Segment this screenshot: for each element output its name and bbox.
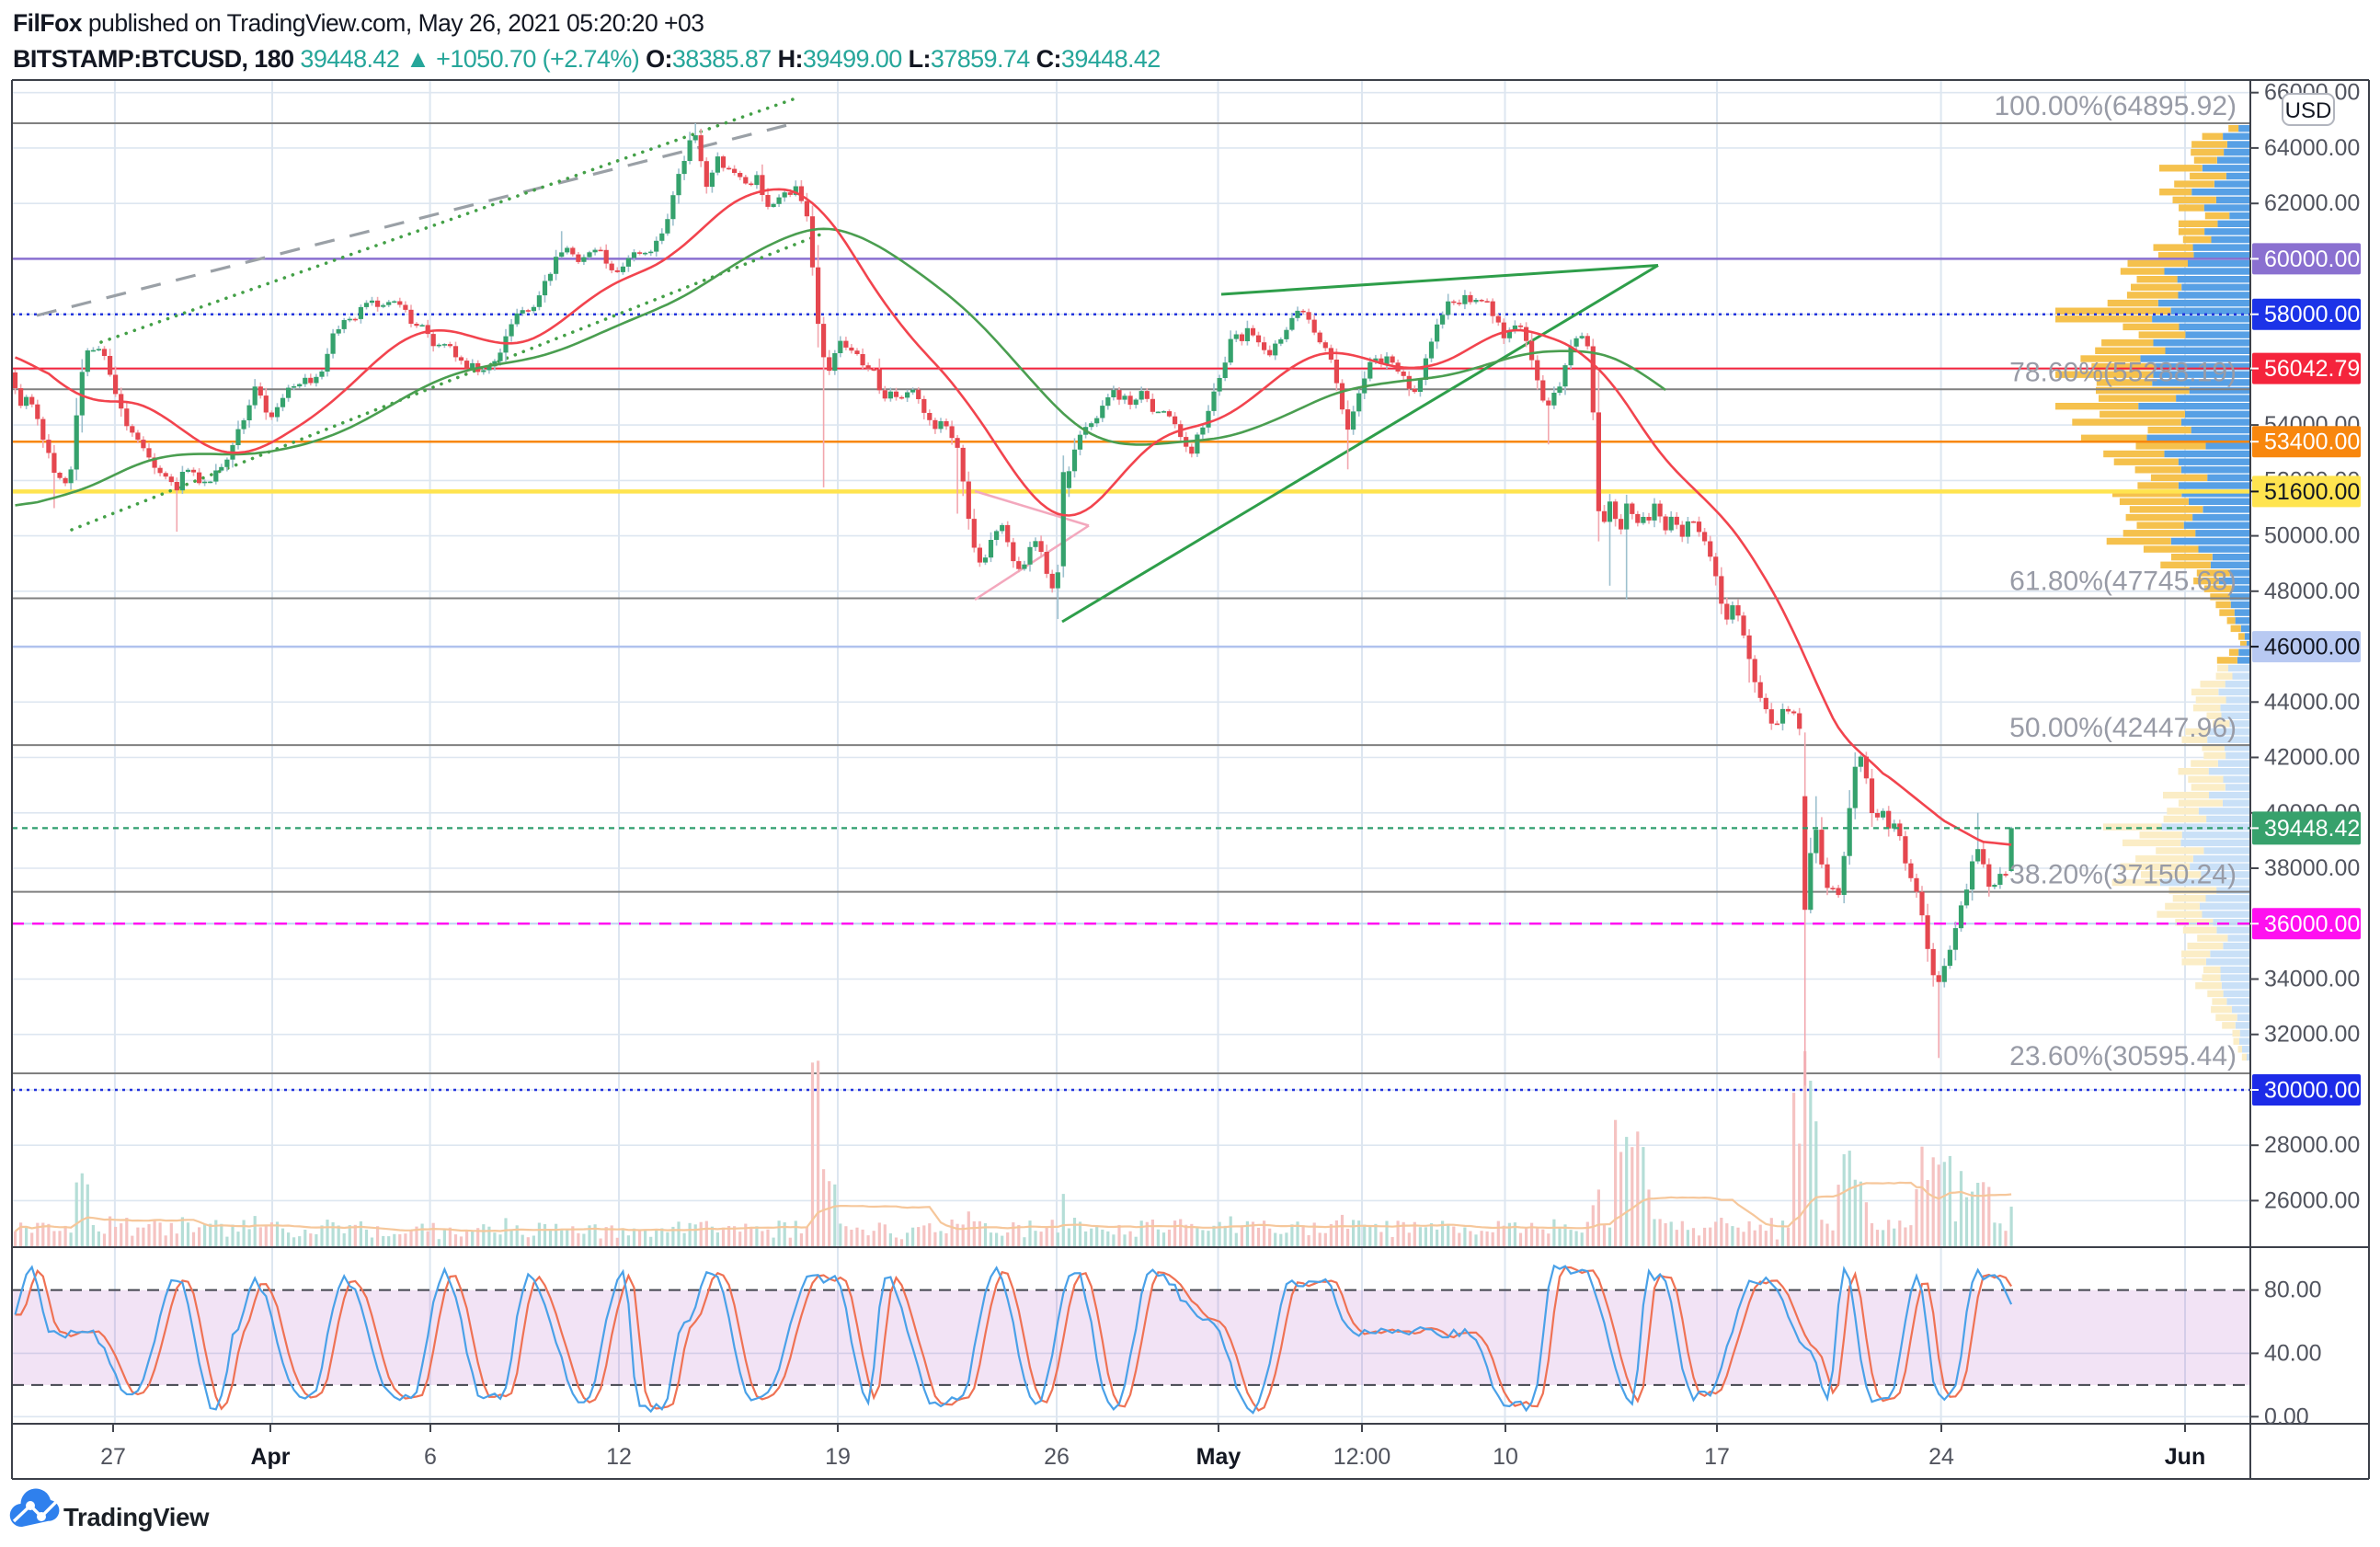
svg-text:TradingView: TradingView — [63, 1503, 210, 1531]
svg-text:6: 6 — [424, 1444, 437, 1470]
svg-text:30000.00: 30000.00 — [2264, 1078, 2360, 1104]
svg-text:USD: USD — [2285, 98, 2332, 123]
svg-text:38.20%(37150.24): 38.20%(37150.24) — [2009, 860, 2237, 890]
svg-text:50.00%(42447.96): 50.00%(42447.96) — [2009, 713, 2237, 743]
svg-text:23.60%(30595.44): 23.60%(30595.44) — [2009, 1041, 2237, 1071]
svg-text:46000.00: 46000.00 — [2264, 635, 2360, 660]
svg-text:61.80%(47745.68): 61.80%(47745.68) — [2009, 567, 2237, 597]
svg-text:78.60%(55288.19): 78.60%(55288.19) — [2009, 357, 2237, 387]
svg-text:32000.00: 32000.00 — [2264, 1022, 2360, 1048]
svg-text:26000.00: 26000.00 — [2264, 1187, 2360, 1213]
svg-text:36000.00: 36000.00 — [2264, 911, 2360, 937]
svg-text:17: 17 — [1704, 1444, 1730, 1470]
svg-text:27: 27 — [100, 1444, 126, 1470]
svg-text:48000.00: 48000.00 — [2264, 579, 2360, 604]
svg-text:May: May — [1196, 1444, 1241, 1470]
svg-text:51600.00: 51600.00 — [2264, 479, 2360, 505]
svg-text:12:00: 12:00 — [1333, 1444, 1391, 1470]
svg-text:53400.00: 53400.00 — [2264, 430, 2360, 455]
svg-text:28000.00: 28000.00 — [2264, 1132, 2360, 1158]
svg-text:44000.00: 44000.00 — [2264, 689, 2360, 715]
svg-text:62000.00: 62000.00 — [2264, 190, 2360, 216]
svg-text:26: 26 — [1044, 1444, 1070, 1470]
svg-text:64000.00: 64000.00 — [2264, 135, 2360, 161]
svg-text:100.00%(64895.92): 100.00%(64895.92) — [1994, 91, 2237, 121]
svg-text:0.00: 0.00 — [2264, 1404, 2309, 1429]
svg-text:38000.00: 38000.00 — [2264, 855, 2360, 881]
svg-text:19: 19 — [825, 1444, 851, 1470]
svg-text:24: 24 — [1928, 1444, 1954, 1470]
svg-text:FilFox published on TradingVie: FilFox published on TradingView.com, May… — [13, 9, 704, 37]
svg-text:12: 12 — [606, 1444, 632, 1470]
svg-text:BITSTAMP:BTCUSD, 180 39448.42: BITSTAMP:BTCUSD, 180 39448.42 ▲ +1050.70… — [13, 45, 1161, 73]
svg-text:39448.42: 39448.42 — [2264, 816, 2360, 842]
svg-text:80.00: 80.00 — [2264, 1278, 2322, 1303]
svg-text:50000.00: 50000.00 — [2264, 523, 2360, 549]
svg-text:56042.79: 56042.79 — [2264, 356, 2360, 382]
svg-text:42000.00: 42000.00 — [2264, 745, 2360, 771]
svg-text:34000.00: 34000.00 — [2264, 967, 2360, 992]
svg-text:60000.00: 60000.00 — [2264, 246, 2360, 272]
svg-text:Jun: Jun — [2165, 1444, 2205, 1470]
svg-text:58000.00: 58000.00 — [2264, 302, 2360, 327]
svg-text:40.00: 40.00 — [2264, 1340, 2322, 1366]
svg-text:Apr: Apr — [250, 1444, 290, 1470]
svg-text:10: 10 — [1493, 1444, 1518, 1470]
